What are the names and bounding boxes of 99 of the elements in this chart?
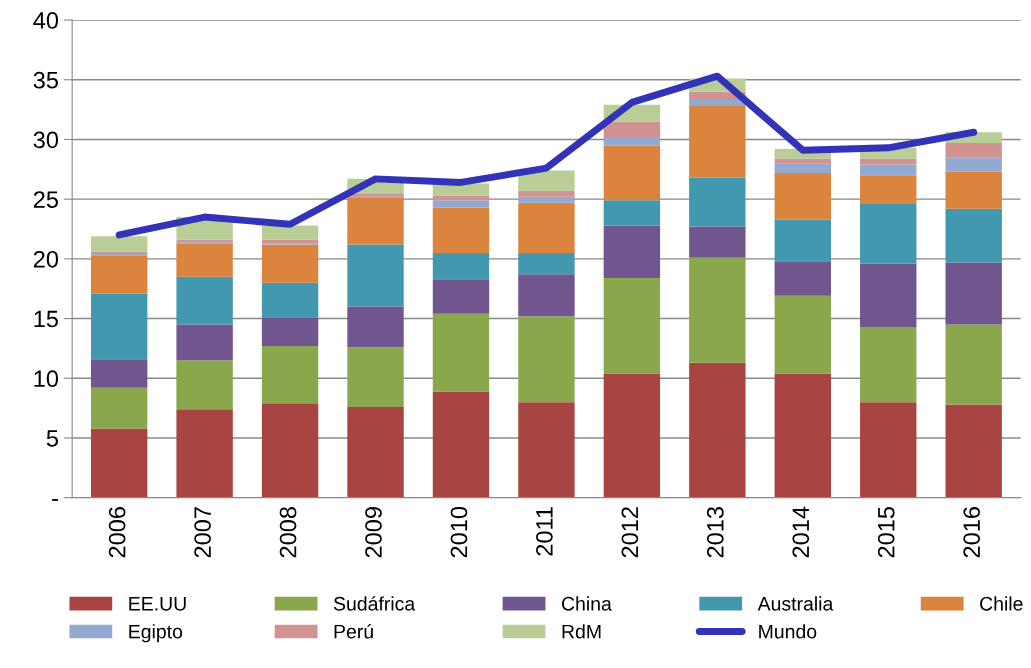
bar <box>261 317 319 347</box>
bar <box>518 202 575 253</box>
bar <box>860 164 917 176</box>
legend-label: Mundo <box>759 624 817 639</box>
x-tick-label: 2008 <box>279 507 297 558</box>
bar <box>518 190 575 197</box>
bar <box>347 406 404 498</box>
bar <box>432 200 490 208</box>
y-tick-label: 10 <box>34 370 59 388</box>
bar <box>176 276 233 325</box>
bar <box>261 225 319 240</box>
y-tick-label: 30 <box>33 131 59 149</box>
legend-label: Perú <box>334 623 373 639</box>
bar <box>518 252 575 275</box>
bar <box>432 207 490 253</box>
y-tick-label: 20 <box>33 250 59 268</box>
bar <box>774 373 831 498</box>
bar <box>945 157 1002 172</box>
x-tick-label: 2006 <box>108 507 126 558</box>
bar <box>261 282 319 318</box>
bar <box>860 402 917 498</box>
y-tick-label: 5 <box>46 430 58 447</box>
bar <box>347 306 404 348</box>
legend-label: China <box>561 596 612 611</box>
bar <box>860 326 917 403</box>
bar <box>774 219 831 262</box>
legend-label: Chile <box>980 596 1023 611</box>
x-tick-label: 2007 <box>194 507 211 558</box>
bar <box>603 277 661 374</box>
bar <box>90 359 148 388</box>
bar <box>603 200 661 226</box>
bar <box>176 324 233 361</box>
x-tick-label: 2009 <box>365 507 382 558</box>
x-tick-label: 2016 <box>963 507 981 558</box>
bar <box>176 360 233 410</box>
bar <box>518 170 575 191</box>
bar <box>432 252 490 280</box>
x-tick-label: 2012 <box>621 507 639 558</box>
bar <box>90 236 148 252</box>
bar <box>518 196 575 203</box>
legend-label: Sudáfrica <box>333 596 416 611</box>
bar <box>347 244 404 307</box>
y-tick-label: 40 <box>33 12 59 29</box>
bar <box>432 183 490 196</box>
y-tick-label: 25 <box>33 191 58 208</box>
y-tick-label: 15 <box>34 310 58 328</box>
bar <box>689 257 746 363</box>
bar <box>774 172 831 220</box>
bar <box>90 387 148 429</box>
x-tick-label: 2014 <box>792 506 810 558</box>
bar <box>945 262 1002 325</box>
bar <box>689 106 746 178</box>
bar <box>603 373 661 498</box>
bar <box>90 255 148 294</box>
y-tick-label: 35 <box>33 71 58 89</box>
legend-label: Australia <box>757 596 834 611</box>
bar <box>90 428 148 498</box>
x-tick-label: 2011 <box>536 507 553 556</box>
bar <box>945 404 1002 498</box>
bar <box>261 403 319 498</box>
bar <box>603 225 661 278</box>
legend-label: RdM <box>562 624 601 639</box>
bar <box>90 293 148 360</box>
bar <box>261 244 319 283</box>
y-tick-label: - <box>52 499 58 501</box>
bar <box>603 137 661 146</box>
bar <box>860 203 917 264</box>
bar <box>347 197 404 245</box>
bar <box>347 347 404 407</box>
bar <box>603 121 661 138</box>
bar <box>261 346 319 404</box>
bar <box>689 226 746 258</box>
bar <box>689 177 746 227</box>
x-tick-label: 2010 <box>450 506 468 558</box>
bar <box>518 402 575 498</box>
bar <box>689 362 746 498</box>
bar <box>860 263 917 327</box>
bar <box>945 208 1002 263</box>
bar <box>774 163 831 173</box>
bar <box>860 158 917 165</box>
bar <box>945 143 1002 158</box>
bar <box>603 145 661 201</box>
bar <box>432 391 490 498</box>
bar <box>774 295 831 374</box>
bar <box>432 313 490 392</box>
bar <box>176 243 233 277</box>
bar <box>860 175 917 204</box>
x-tick-label: 2013 <box>706 507 724 558</box>
bar <box>518 274 575 317</box>
bar <box>774 261 831 296</box>
bar <box>176 409 233 498</box>
bar <box>518 316 575 403</box>
legend-label: EE.UU <box>129 597 186 611</box>
bar <box>689 100 746 107</box>
bar <box>432 279 490 314</box>
x-tick-label: 2015 <box>877 506 895 558</box>
legend-label: Egipto <box>129 624 183 643</box>
bar <box>945 324 1002 405</box>
bar <box>945 171 1002 209</box>
